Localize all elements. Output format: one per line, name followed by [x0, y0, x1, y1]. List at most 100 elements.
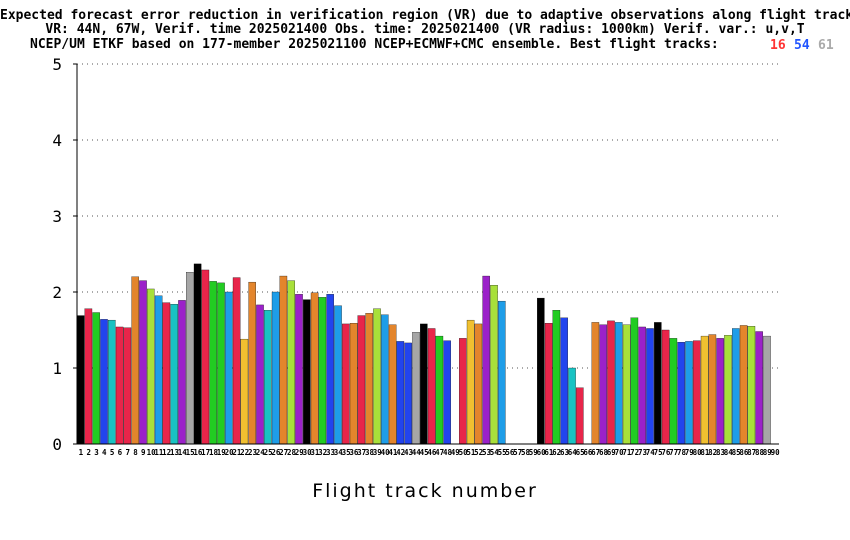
x-tick-label-84: 84: [724, 448, 734, 457]
bar-19: [217, 282, 225, 445]
bar-83: [716, 338, 724, 445]
bar-29: [295, 294, 303, 445]
bar-15: [186, 272, 194, 445]
x-tick-label-48: 48: [443, 448, 453, 457]
bar-41: [388, 324, 397, 445]
x-tick-label-83: 83: [716, 448, 726, 457]
x-tick-label-90: 90: [771, 448, 781, 457]
x-tick-label-65: 65: [576, 448, 585, 457]
x-tick-label-53: 53: [482, 448, 492, 457]
bar-3: [92, 312, 100, 445]
bar-48: [443, 340, 451, 445]
y-tick-label-0: 0: [52, 435, 62, 454]
x-tick-label-56: 56: [505, 448, 515, 457]
bar-6: [115, 326, 124, 445]
bar-36: [349, 323, 358, 445]
bar-79: [685, 341, 693, 445]
bar-8: [131, 276, 139, 445]
bar-23: [248, 281, 256, 445]
x-tick-label-81: 81: [700, 448, 710, 457]
x-tick-label-30: 30: [303, 448, 313, 457]
x-tick-label-37: 37: [357, 448, 366, 457]
bar-40: [381, 314, 389, 445]
x-tick-label-44: 44: [412, 448, 422, 457]
bar-55: [498, 300, 506, 445]
x-tick-label-1: 1: [79, 448, 84, 457]
y-tick-label-5: 5: [52, 55, 62, 74]
x-tick-label-69: 69: [607, 448, 617, 457]
bar-17: [201, 269, 210, 445]
bar-84: [724, 335, 732, 445]
x-tick-label-14: 14: [178, 448, 188, 457]
bar-7: [123, 327, 132, 445]
x-tick-label-49: 49: [451, 448, 461, 457]
x-tick-label-73: 73: [638, 448, 648, 457]
bar-62: [552, 310, 561, 445]
x-tick-label-12: 12: [162, 448, 171, 457]
x-tick-label-59: 59: [529, 448, 539, 457]
x-tick-label-51: 51: [466, 448, 476, 457]
bar-13: [170, 304, 178, 445]
bar-37: [357, 315, 366, 445]
bar-1: [76, 315, 85, 445]
bar-20: [225, 291, 233, 445]
bar-50: [459, 338, 467, 445]
bar-78: [677, 342, 685, 445]
x-tick-label-52: 52: [474, 448, 483, 457]
x-tick-label-66: 66: [583, 448, 593, 457]
bar-31: [310, 292, 319, 445]
x-tick-label-58: 58: [521, 448, 531, 457]
x-tick-label-77: 77: [669, 448, 678, 457]
x-tick-label-35: 35: [342, 448, 351, 457]
x-tick-label-79: 79: [685, 448, 695, 457]
x-tick-label-16: 16: [193, 448, 203, 457]
x-tick-label-23: 23: [248, 448, 258, 457]
bar-9: [139, 280, 147, 445]
x-axis-label: Flight track number: [312, 480, 538, 502]
x-tick-label-62: 62: [552, 448, 561, 457]
bar-45: [420, 323, 428, 445]
x-tick-label-61: 61: [544, 448, 554, 457]
x-tick-label-67: 67: [591, 448, 600, 457]
x-tick-label-88: 88: [755, 448, 765, 457]
bar-10: [147, 288, 155, 445]
x-tick-label-82: 82: [708, 448, 717, 457]
bar-89: [763, 335, 771, 445]
bar-54: [490, 285, 498, 445]
bar-28: [287, 280, 295, 445]
bar-75: [654, 322, 662, 445]
bar-63: [560, 317, 568, 445]
x-tick-label-6: 6: [118, 448, 123, 457]
x-tick-label-7: 7: [125, 448, 130, 457]
bar-2: [84, 308, 93, 445]
bar-85: [732, 328, 740, 445]
x-tick-label-74: 74: [646, 448, 656, 457]
x-tick-label-57: 57: [513, 448, 522, 457]
bar-64: [568, 367, 576, 445]
x-tick-label-34: 34: [334, 448, 344, 457]
bar-44: [412, 332, 420, 445]
bar-87: [747, 326, 756, 445]
x-tick-label-17: 17: [201, 448, 210, 457]
bar-77: [669, 338, 678, 445]
x-tick-label-46: 46: [427, 448, 437, 457]
bar-68: [599, 324, 607, 445]
x-tick-label-11: 11: [154, 448, 164, 457]
bar-47: [435, 335, 444, 445]
bar-26: [271, 291, 280, 445]
x-tick-label-72: 72: [630, 448, 639, 457]
bar-22: [240, 338, 249, 445]
bar-18: [209, 281, 217, 445]
x-tick-label-18: 18: [209, 448, 219, 457]
bar-30: [303, 299, 311, 445]
bar-32: [318, 297, 327, 445]
bar-25: [264, 310, 272, 445]
x-tick-label-24: 24: [256, 448, 266, 457]
chart-title-line-1: Expected forecast error reduction in ver…: [0, 8, 850, 23]
best-track-2: 54: [794, 38, 810, 53]
bar-82: [708, 334, 717, 445]
bar-61: [544, 323, 553, 445]
x-tick-label-36: 36: [349, 448, 359, 457]
x-tick-label-15: 15: [186, 448, 195, 457]
x-tick-label-68: 68: [599, 448, 609, 457]
